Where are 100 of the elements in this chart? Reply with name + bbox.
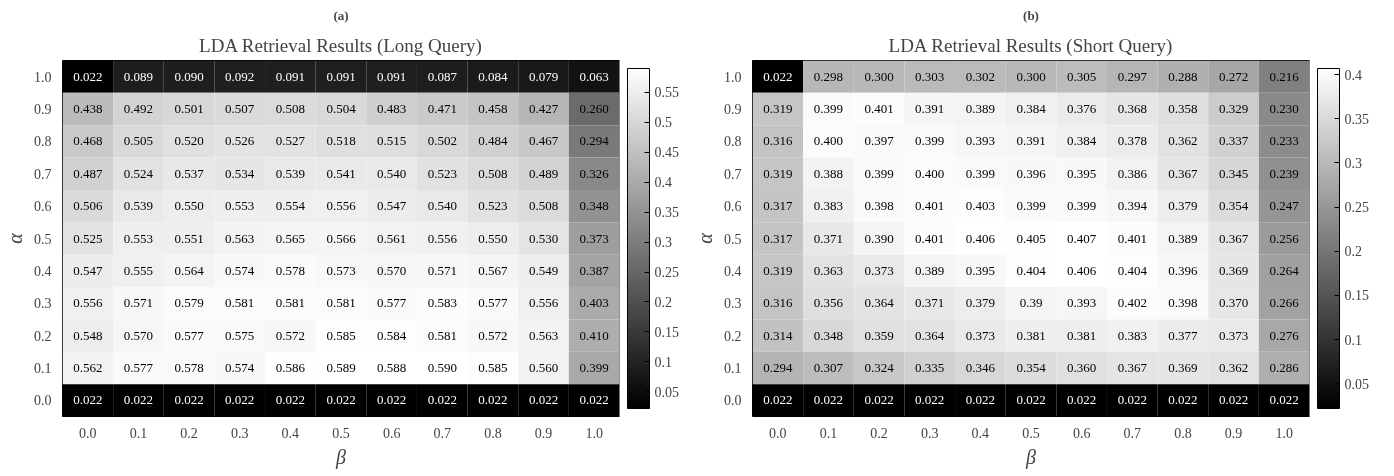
data-label: 0.404 [1117, 262, 1148, 278]
data-label: 0.367 [1117, 359, 1148, 375]
data-label: 0.489 [528, 165, 559, 181]
data-label: 0.577 [377, 295, 407, 311]
data-label: 0.539 [275, 165, 305, 181]
y-tick-label: 0.7 [724, 166, 742, 182]
data-label: 0.022 [377, 392, 407, 408]
data-label: 0.391 [1016, 133, 1046, 149]
data-label: 0.317 [763, 198, 793, 214]
data-label: 0.393 [1067, 295, 1097, 311]
data-label: 0.364 [915, 327, 945, 343]
data-label: 0.316 [763, 133, 793, 149]
data-label: 0.502 [427, 133, 457, 149]
data-label: 0.294 [579, 133, 610, 149]
data-label: 0.395 [965, 262, 995, 278]
data-label: 0.378 [1117, 133, 1147, 149]
data-label: 0.359 [864, 327, 894, 343]
data-label: 0.573 [326, 262, 356, 278]
y-tick-label: 0.5 [34, 231, 52, 247]
chart-title: LDA Retrieval Results (Long Query) [199, 34, 482, 57]
data-label: 0.508 [478, 165, 508, 181]
x-tick-label: 0.6 [1072, 425, 1091, 441]
data-label: 0.362 [1218, 359, 1249, 375]
data-label: 0.562 [73, 359, 103, 375]
data-label: 0.346 [965, 359, 996, 375]
data-label: 0.39 [1019, 295, 1043, 311]
data-label: 0.410 [579, 327, 609, 343]
x-tick-label: 0.4 [281, 425, 300, 441]
data-label: 0.399 [1067, 198, 1097, 214]
data-label: 0.577 [123, 359, 154, 375]
data-label: 0.553 [123, 230, 154, 246]
data-label: 0.585 [478, 359, 508, 375]
data-label: 0.492 [123, 101, 154, 117]
data-label: 0.578 [174, 359, 204, 375]
y-tick-label: 0.5 [724, 231, 742, 247]
data-label: 0.389 [1168, 230, 1198, 246]
data-label: 0.577 [478, 295, 509, 311]
x-axis-title: β [1025, 445, 1037, 469]
data-label: 0.022 [326, 392, 356, 408]
data-label: 0.520 [174, 133, 204, 149]
data-label: 0.578 [275, 262, 305, 278]
chart-subtitle: (a) [333, 7, 349, 23]
data-label: 0.396 [1168, 262, 1199, 278]
data-label: 0.401 [915, 198, 945, 214]
x-tick-label: 0.9 [534, 425, 553, 441]
data-label: 0.387 [579, 262, 610, 278]
data-label: 0.579 [174, 295, 204, 311]
data-label: 0.523 [427, 165, 457, 181]
data-label: 0.362 [1168, 133, 1198, 149]
color-bar-label: 0.2 [654, 294, 672, 310]
color-bar-label: 0.25 [654, 265, 679, 281]
data-label: 0.399 [1016, 198, 1046, 214]
data-label: 0.548 [73, 327, 103, 343]
data-label: 0.022 [763, 68, 793, 84]
x-tick-label: 0.3 [920, 425, 939, 441]
data-label: 0.555 [123, 262, 154, 278]
data-label: 0.399 [965, 165, 995, 181]
data-label: 0.547 [73, 262, 103, 278]
data-label: 0.525 [73, 230, 103, 246]
data-label: 0.564 [174, 262, 205, 278]
data-label: 0.286 [1269, 359, 1300, 375]
color-bar-label: 0.4 [1344, 67, 1362, 83]
data-label: 0.022 [1016, 392, 1046, 408]
data-label: 0.022 [174, 392, 204, 408]
data-label: 0.505 [123, 133, 154, 149]
color-bar-label: 0.55 [654, 85, 679, 101]
color-bar-label: 0.05 [1344, 376, 1369, 392]
data-label: 0.581 [225, 295, 255, 311]
y-tick-label: 0.3 [724, 296, 742, 312]
data-label: 0.581 [427, 327, 457, 343]
data-label: 0.386 [1117, 165, 1148, 181]
data-label: 0.022 [478, 392, 508, 408]
data-label: 0.373 [864, 262, 894, 278]
data-label: 0.400 [813, 133, 844, 149]
data-label: 0.405 [1016, 230, 1046, 246]
data-label: 0.373 [579, 230, 609, 246]
data-label: 0.572 [275, 327, 305, 343]
data-label: 0.367 [1218, 230, 1249, 246]
data-label: 0.319 [763, 262, 793, 278]
data-label: 0.388 [813, 165, 844, 181]
data-label: 0.091 [275, 68, 305, 84]
data-label: 0.507 [225, 101, 255, 117]
data-label: 0.397 [864, 133, 895, 149]
data-label: 0.508 [528, 198, 559, 214]
data-label: 0.515 [377, 133, 407, 149]
data-label: 0.256 [1269, 230, 1300, 246]
data-label: 0.561 [377, 230, 407, 246]
data-label: 0.550 [478, 230, 508, 246]
data-label: 0.399 [813, 101, 844, 117]
data-label: 0.079 [528, 68, 559, 84]
data-label: 0.368 [1117, 101, 1147, 117]
data-label: 0.022 [1269, 392, 1299, 408]
data-label: 0.354 [1218, 198, 1249, 214]
data-label: 0.335 [915, 359, 945, 375]
data-label: 0.288 [1168, 68, 1198, 84]
data-label: 0.376 [1067, 101, 1097, 117]
data-label: 0.575 [225, 327, 255, 343]
data-label: 0.389 [915, 262, 945, 278]
data-label: 0.297 [1117, 68, 1148, 84]
data-label: 0.314 [763, 327, 793, 343]
